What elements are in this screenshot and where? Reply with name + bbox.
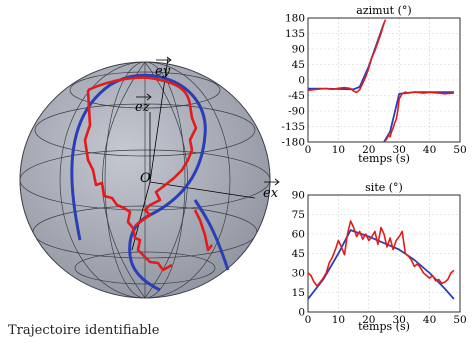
site-xtick-label: 0 (305, 314, 312, 326)
site-series-line-0 (308, 229, 455, 300)
site-chart: site (°) 90 75 60 45 30 15 0 0 10 20 30 40 50 temps… (292, 181, 467, 333)
svg-text:ez: ez (135, 100, 150, 115)
azimut-y-ticks: 180 135 90 45 0 -45 -90 -135 -180 (281, 13, 305, 149)
site-xtick-label: 40 (423, 314, 436, 326)
svg-text:ey: ey (155, 64, 171, 79)
azimut-ytick-label: -45 (288, 90, 305, 102)
site-ytick-label: 15 (292, 287, 305, 299)
site-ytick-label: 60 (292, 229, 305, 241)
axis-label-ez: ez (135, 93, 152, 115)
origin-label: O (140, 171, 151, 186)
azimut-xtick-label: 10 (332, 144, 345, 156)
site-y-ticks: 90 75 60 45 30 15 0 (292, 190, 305, 319)
azimut-xtick-label: 30 (393, 144, 406, 156)
sphere-grid (20, 62, 270, 298)
azimut-ytick-label: 0 (298, 75, 305, 87)
measured-trajectory (83, 76, 214, 272)
site-ytick-label: 75 (292, 209, 305, 221)
azimut-grid (307, 17, 461, 143)
azimut-ytick-label: -90 (288, 106, 305, 118)
azimut-title: azimut (°) (356, 4, 411, 17)
site-ytick-label: 45 (292, 248, 305, 260)
azimut-ytick-label: -135 (281, 121, 305, 133)
site-ytick-label: 30 (292, 268, 305, 280)
axis-label-ex: ex (263, 178, 280, 201)
axis-label-ey: ey (155, 56, 172, 79)
figure-caption: Trajectoire identifiable (8, 323, 160, 338)
site-xtick-label: 50 (453, 314, 466, 326)
azimut-series-line-0 (308, 22, 454, 142)
sphere-diagram: ey ez ex O (19, 56, 280, 299)
site-x-ticks: 0 10 20 30 40 50 (305, 314, 467, 326)
azimut-x-ticks: 0 10 20 30 40 50 (305, 144, 467, 156)
site-xtick-label: 30 (393, 314, 406, 326)
svg-text:ex: ex (263, 186, 279, 201)
site-ytick-label: 0 (298, 307, 305, 319)
site-grid (307, 194, 461, 313)
azimut-ytick-label: 135 (285, 28, 305, 40)
azimut-ytick-label: 45 (292, 59, 305, 71)
azimut-chart: azimut (°) 180 135 90 45 0 -45 -90 -135 -180 0 10… (281, 4, 466, 165)
azimut-ytick-label: 90 (292, 44, 305, 56)
site-xtick-label: 10 (332, 314, 345, 326)
azimut-ytick-label: 180 (285, 13, 305, 25)
site-ytick-label: 90 (292, 190, 305, 202)
azimut-xtick-label: 40 (423, 144, 436, 156)
site-series-line-1 (308, 220, 455, 287)
azimut-xlabel: temps (s) (358, 152, 410, 165)
site-xtick-label: 20 (362, 314, 375, 326)
site-plot-frame (307, 194, 461, 313)
azimut-ytick-label: -180 (281, 137, 305, 149)
site-title: site (°) (365, 181, 403, 194)
azimut-xtick-label: 0 (305, 144, 312, 156)
azimut-xtick-label: 20 (362, 144, 375, 156)
site-xlabel: temps (s) (358, 320, 410, 333)
azimut-xtick-label: 50 (453, 144, 466, 156)
azimut-series-line-1 (308, 19, 454, 141)
model-trajectory (70, 73, 230, 292)
